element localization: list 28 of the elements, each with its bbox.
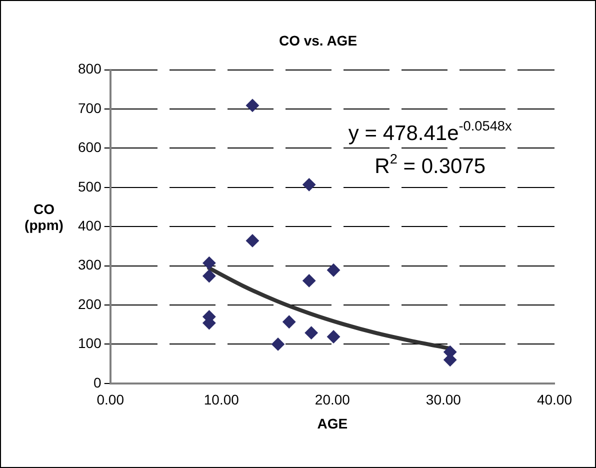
y-axis-title: CO (ppm)	[24, 201, 64, 233]
y-tick-label: 0	[94, 374, 102, 390]
y-tick-label: 400	[78, 217, 102, 234]
point	[302, 178, 316, 192]
point	[246, 234, 259, 248]
x-tick-label: 20.00	[314, 392, 350, 408]
point	[202, 269, 216, 282]
point	[327, 264, 340, 277]
point	[302, 274, 316, 288]
y-tick-label: 500	[78, 178, 102, 194]
chart-title: CO vs. AGE	[278, 32, 358, 48]
y-tick-label: 300	[78, 256, 102, 273]
x-tick-label: 0.00	[96, 392, 124, 408]
x-axis-title: AGE	[317, 415, 348, 432]
x-tick-label: 40.00	[536, 392, 572, 408]
point	[327, 330, 340, 344]
y-tick-label: 700	[78, 100, 102, 116]
point	[246, 98, 259, 112]
x-tick-label: 10.00	[204, 392, 240, 408]
y-tick-label: 800	[78, 60, 102, 77]
point	[202, 256, 216, 270]
point	[282, 315, 296, 328]
x-tick-label: 30.00	[426, 392, 462, 408]
point	[272, 338, 285, 351]
y-tick-label: 600	[78, 139, 102, 156]
y-tick-label: 100	[78, 335, 102, 352]
y-tick-label: 200	[78, 296, 102, 312]
point	[304, 326, 318, 340]
